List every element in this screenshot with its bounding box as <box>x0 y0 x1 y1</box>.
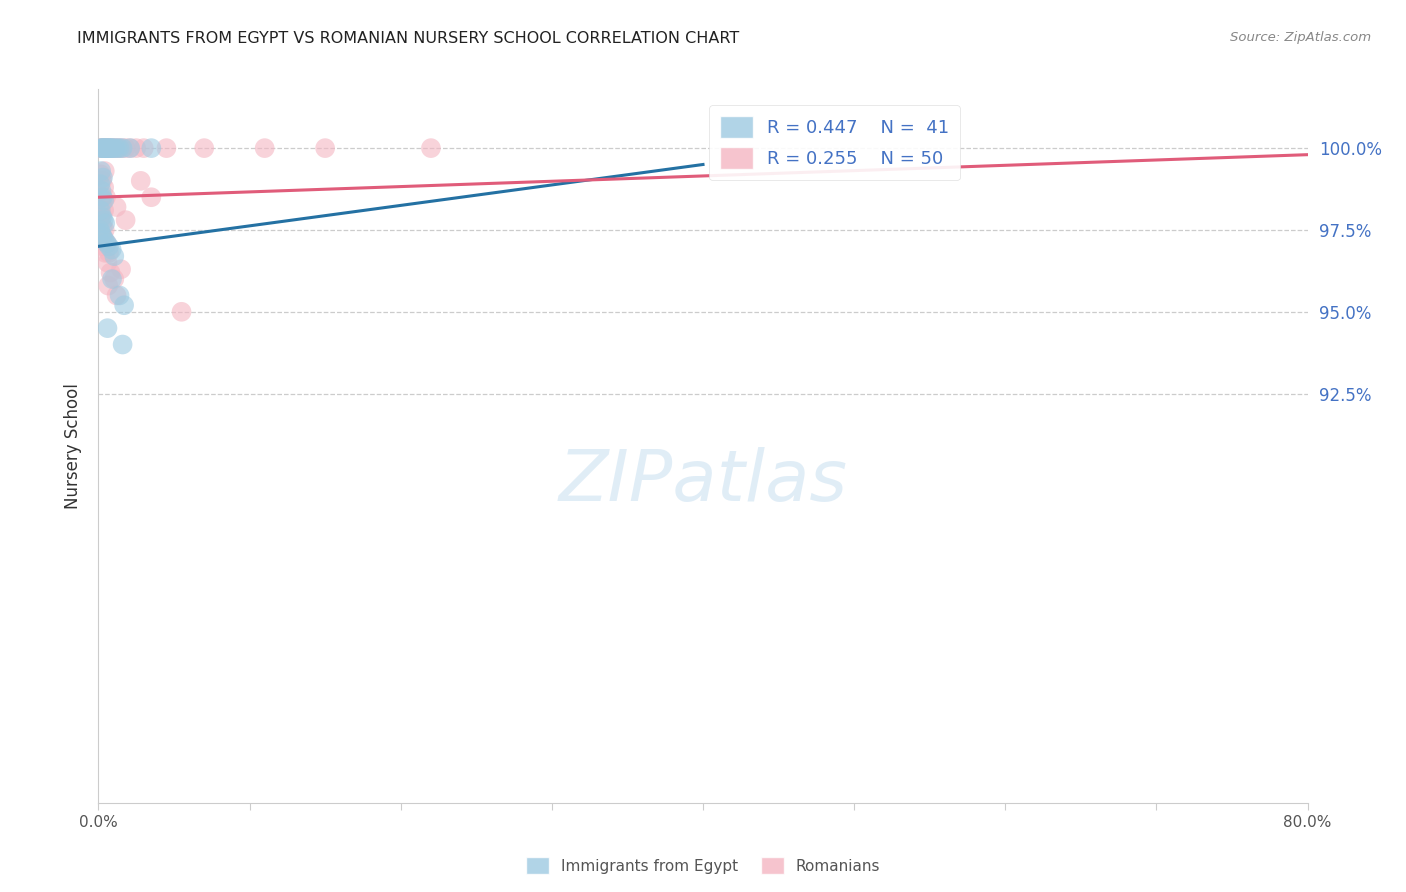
Point <box>105 288 128 302</box>
Point <box>108 141 131 155</box>
Point <box>91 190 114 204</box>
Point <box>91 174 114 188</box>
Point <box>103 272 125 286</box>
Point <box>93 141 115 155</box>
Point <box>91 229 114 244</box>
Point <box>114 141 136 155</box>
Legend: Immigrants from Egypt, Romanians: Immigrants from Egypt, Romanians <box>519 851 887 880</box>
Point <box>90 203 112 218</box>
Point <box>193 141 215 155</box>
Point <box>89 141 111 155</box>
Point <box>93 203 115 218</box>
Point <box>94 141 117 155</box>
Point <box>98 141 121 155</box>
Point <box>98 141 121 155</box>
Point <box>90 167 112 181</box>
Point <box>314 141 336 155</box>
Point <box>93 213 115 227</box>
Point <box>91 210 114 224</box>
Point <box>100 243 122 257</box>
Text: IMMIGRANTS FROM EGYPT VS ROMANIAN NURSERY SCHOOL CORRELATION CHART: IMMIGRANTS FROM EGYPT VS ROMANIAN NURSER… <box>77 31 740 46</box>
Point <box>100 141 122 155</box>
Point <box>108 288 131 302</box>
Point <box>114 213 136 227</box>
Point <box>89 223 111 237</box>
Point <box>94 141 117 155</box>
Point <box>98 245 121 260</box>
Point <box>93 233 115 247</box>
Point <box>90 164 112 178</box>
Point <box>94 164 117 178</box>
Point <box>100 266 122 280</box>
Text: ZIPatlas: ZIPatlas <box>558 447 848 516</box>
Point <box>90 226 112 240</box>
Point <box>90 233 112 247</box>
Point <box>101 141 124 155</box>
Point <box>94 141 117 155</box>
Point <box>110 262 132 277</box>
Point <box>125 141 148 155</box>
Point <box>170 305 193 319</box>
Point <box>96 141 118 155</box>
Point <box>91 239 114 253</box>
Point <box>101 272 124 286</box>
Point <box>108 141 131 155</box>
Point <box>111 337 134 351</box>
Point <box>94 245 117 260</box>
Point <box>94 223 117 237</box>
Point <box>155 141 177 155</box>
Point <box>97 278 120 293</box>
Point <box>90 190 112 204</box>
Point <box>103 141 125 155</box>
Point <box>111 141 134 155</box>
Point <box>93 141 115 155</box>
Point <box>90 213 112 227</box>
Point <box>112 298 135 312</box>
Point <box>91 196 114 211</box>
Point <box>91 141 114 155</box>
Point <box>90 206 112 220</box>
Point <box>111 141 134 155</box>
Point <box>141 141 163 155</box>
Point <box>89 177 111 191</box>
Point <box>90 141 112 155</box>
Point <box>96 235 118 250</box>
Point <box>91 170 114 185</box>
Point <box>120 141 142 155</box>
Point <box>100 141 122 155</box>
Point <box>105 141 128 155</box>
Point <box>120 141 142 155</box>
Point <box>90 141 112 155</box>
Point <box>90 141 112 155</box>
Text: Source: ZipAtlas.com: Source: ZipAtlas.com <box>1230 31 1371 45</box>
Point <box>94 190 117 204</box>
Point <box>91 141 114 155</box>
Point <box>96 255 118 269</box>
Point <box>96 321 118 335</box>
Point <box>100 141 122 155</box>
Point <box>141 190 163 204</box>
Point <box>97 141 120 155</box>
Point <box>90 184 112 198</box>
Point <box>96 235 118 250</box>
Point <box>93 180 115 194</box>
Point <box>91 229 114 244</box>
Point <box>253 141 276 155</box>
Point <box>420 141 443 155</box>
Point <box>98 239 121 253</box>
Point <box>91 219 114 234</box>
Point <box>105 141 128 155</box>
Point <box>93 194 115 208</box>
Y-axis label: Nursery School: Nursery School <box>65 383 83 509</box>
Point <box>129 174 152 188</box>
Legend: R = 0.447    N =  41, R = 0.255    N = 50: R = 0.447 N = 41, R = 0.255 N = 50 <box>709 105 960 180</box>
Point <box>103 249 125 263</box>
Point <box>105 200 128 214</box>
Point <box>104 141 127 155</box>
Point <box>94 216 117 230</box>
Point <box>96 141 118 155</box>
Point <box>132 141 155 155</box>
